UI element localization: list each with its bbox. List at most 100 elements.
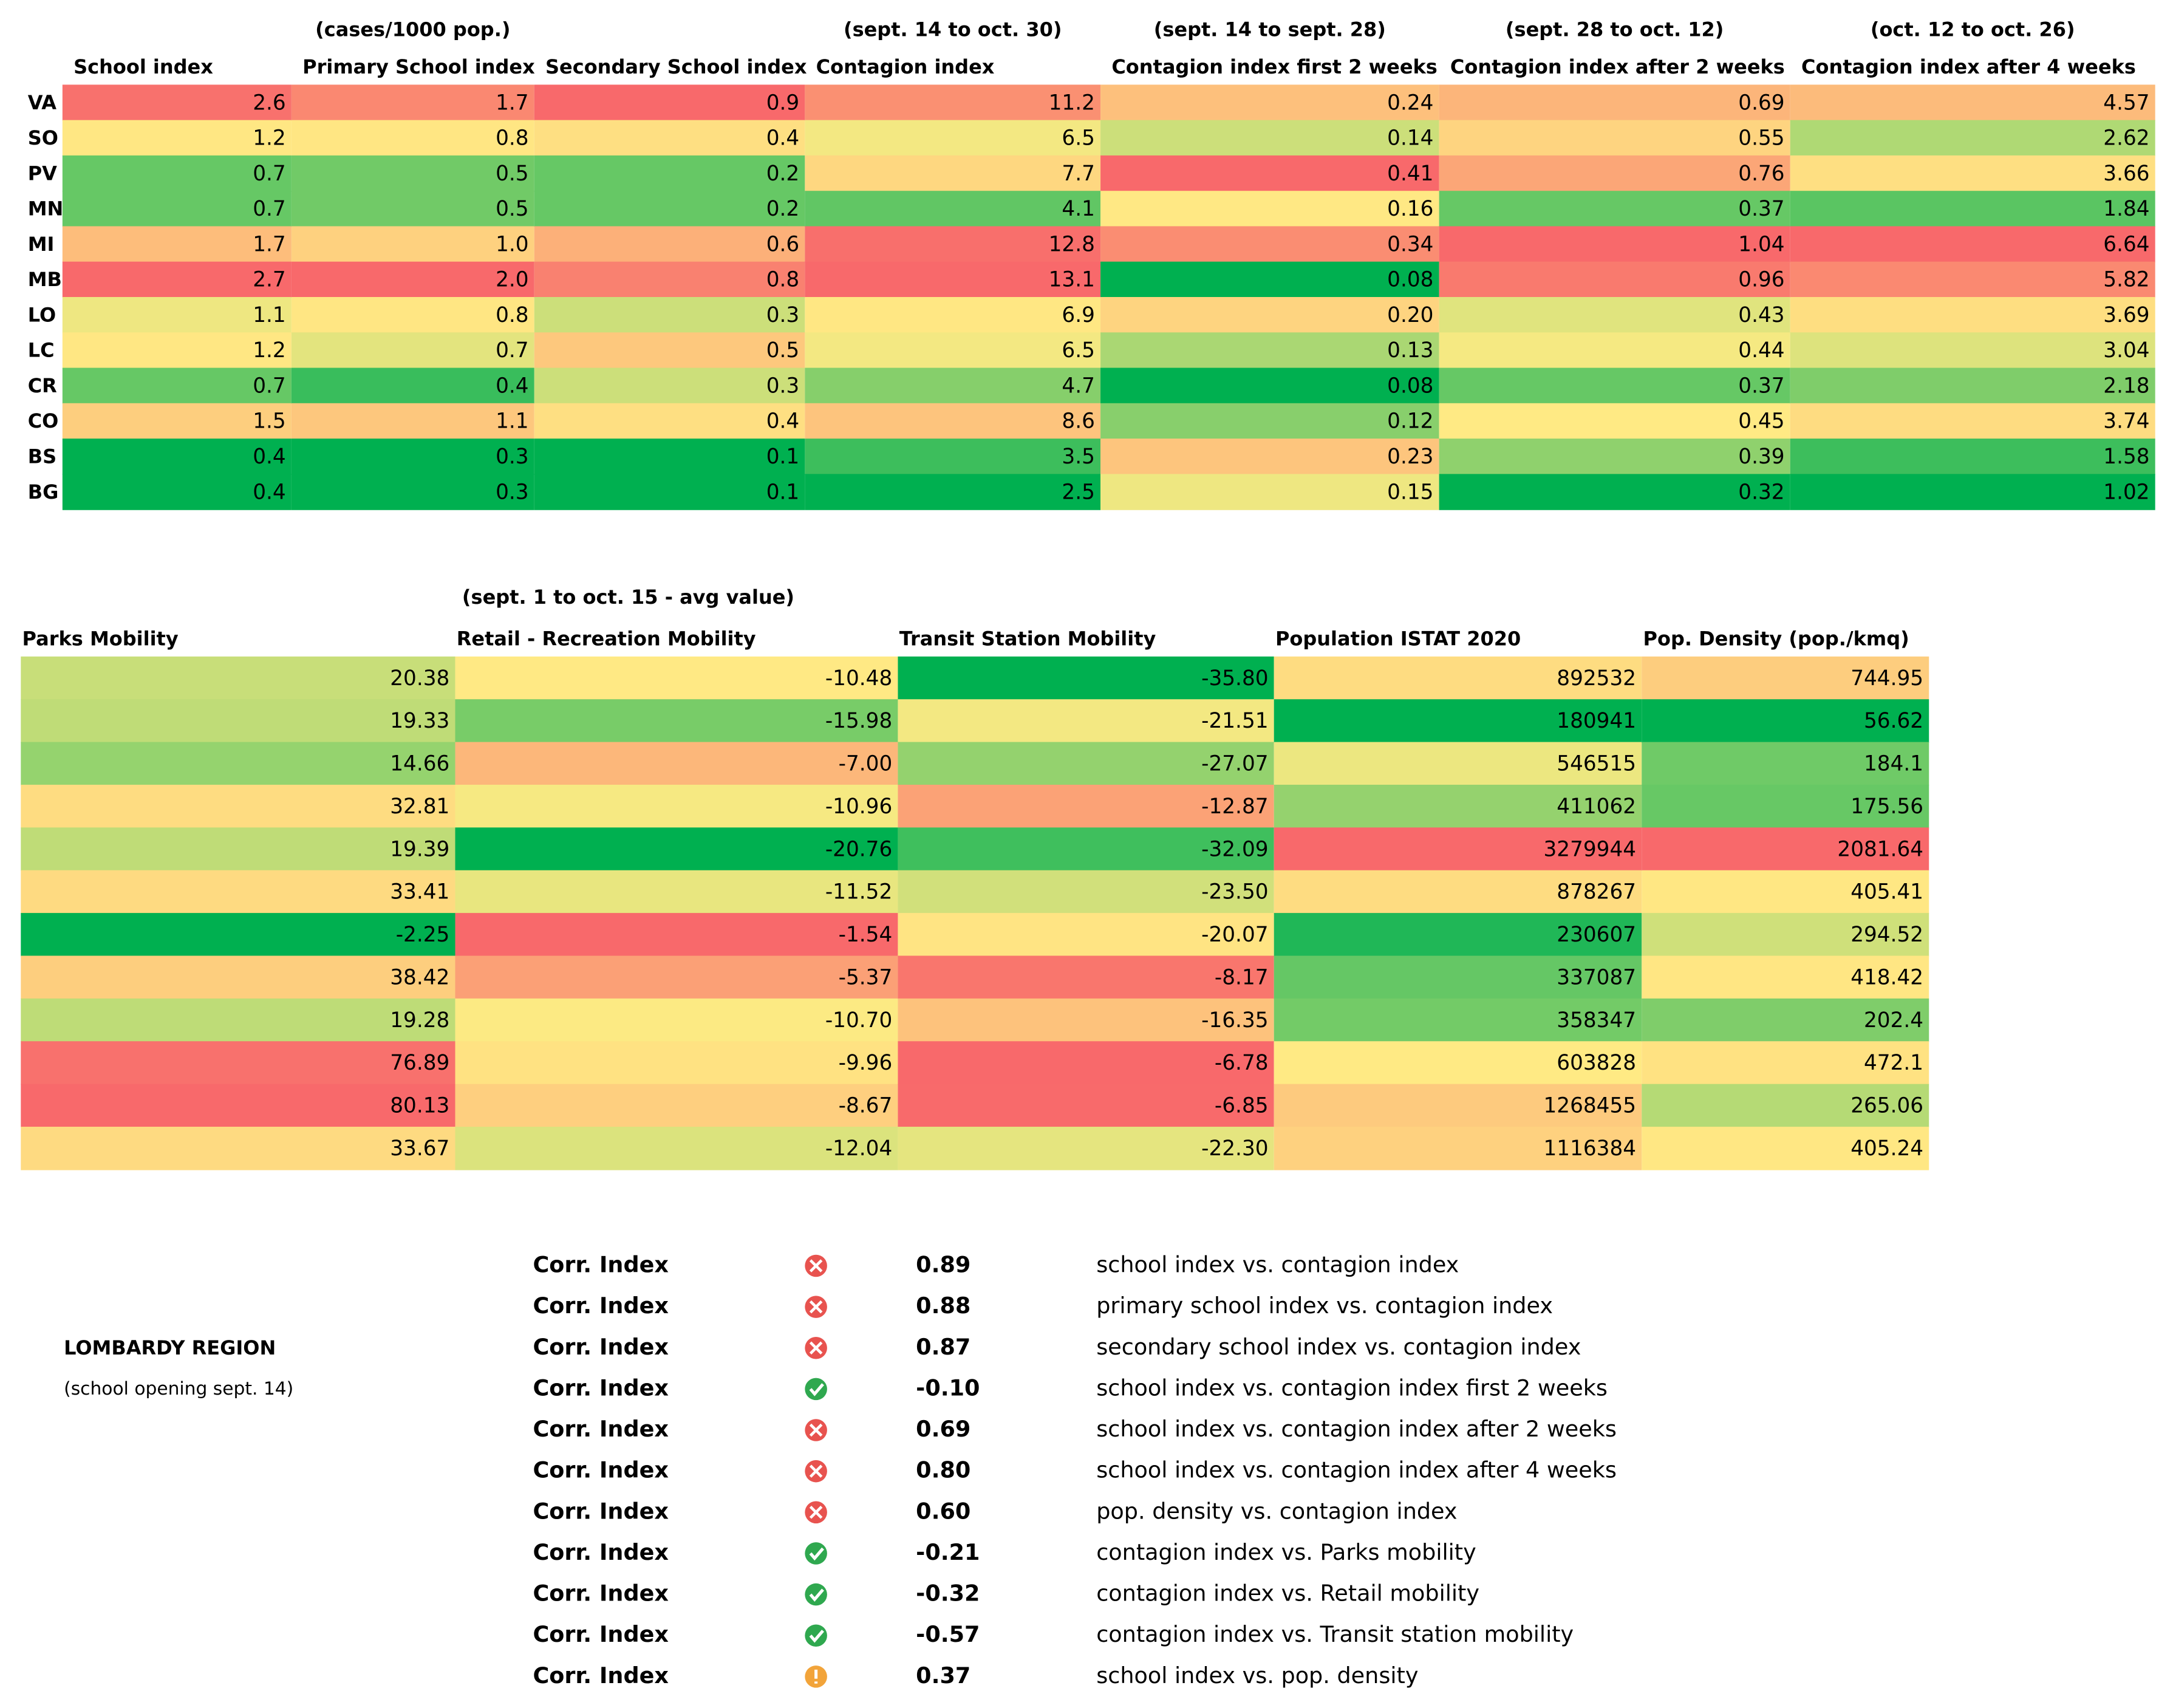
cell-value: 76.89: [390, 1051, 449, 1075]
heat-cell: [291, 297, 534, 333]
heat-cell: [534, 84, 805, 121]
cell-value: 12.8: [1049, 232, 1095, 256]
cell-value: 603828: [1557, 1051, 1636, 1075]
cell-value: 0.37: [1738, 197, 1784, 221]
status-icon: [805, 1378, 827, 1401]
cell-value: 0.4: [496, 374, 529, 398]
heat-cell: [291, 403, 534, 440]
row-label: BS: [28, 445, 56, 468]
heat-cell: [1439, 226, 1790, 262]
cell-value: 0.2: [766, 197, 800, 221]
status-icon-glyph: [809, 1341, 823, 1355]
heat-cell: [534, 439, 805, 475]
status-icon-glyph: [809, 1259, 823, 1272]
cell-value: 358347: [1557, 1008, 1636, 1033]
cell-value: -5.37: [839, 965, 893, 989]
corr-description: school index vs. contagion index: [1096, 1251, 1459, 1277]
cell-value: 546515: [1557, 752, 1636, 776]
cell-value: 2.62: [2103, 126, 2149, 151]
cell-value: 0.4: [766, 126, 800, 151]
cell-value: 11.2: [1049, 91, 1095, 115]
heat-cell: [291, 367, 534, 404]
cell-value: 1.1: [253, 303, 286, 327]
cell-value: -1.54: [839, 923, 893, 947]
row-label: BG: [28, 480, 59, 504]
heat-cell: [1790, 367, 2155, 404]
column-header: Contagion index after 2 weeks: [1450, 55, 1785, 78]
cell-value: 6.64: [2103, 232, 2149, 256]
column-subheader: (oct. 12 to oct. 26): [1871, 18, 2075, 41]
heat-cell: [1100, 226, 1439, 262]
column-header: Pop. Density (pop./kmq): [1643, 627, 1909, 650]
heat-cell: [1439, 439, 1790, 475]
heat-cell: [534, 332, 805, 369]
heat-cell: [1790, 297, 2155, 333]
heat-cell: [898, 870, 1274, 914]
cell-value: 6.5: [1062, 126, 1095, 151]
cell-value: -7.00: [839, 752, 893, 776]
corr-value: -0.21: [916, 1539, 980, 1565]
heat-cell: [1642, 656, 1929, 700]
corr-description: school index vs. contagion index first 2…: [1096, 1375, 1608, 1401]
heat-cell: [1642, 1041, 1929, 1085]
cell-value: 80.13: [390, 1094, 449, 1118]
cell-value: 0.4: [253, 480, 286, 504]
corr-description: primary school index vs. contagion index: [1096, 1293, 1553, 1319]
heat-cell: [805, 261, 1101, 298]
heat-cell: [62, 191, 292, 227]
heat-cell: [534, 474, 805, 510]
heat-cell: [1274, 742, 1642, 786]
corr-value: 0.87: [916, 1334, 970, 1360]
heat-cell: [1642, 1127, 1929, 1170]
cell-value: 202.4: [1864, 1008, 1923, 1033]
cell-value: 180941: [1557, 709, 1636, 733]
heat-cell: [291, 120, 534, 157]
status-icon-glyph: [809, 1300, 823, 1314]
cell-value: 0.37: [1738, 374, 1784, 398]
cell-value: 0.6: [766, 232, 800, 256]
heat-cell: [291, 261, 534, 298]
cell-value: 1.0: [496, 232, 529, 256]
cell-value: 13.1: [1049, 268, 1095, 292]
cell-value: 0.4: [253, 445, 286, 469]
corr-description: contagion index vs. Retail mobility: [1096, 1580, 1479, 1607]
corr-value: 0.89: [916, 1251, 970, 1277]
cell-value: 472.1: [1864, 1051, 1923, 1075]
column-header: Secondary School index: [545, 55, 807, 78]
heat-cell: [1642, 955, 1929, 1000]
cell-value: 4.1: [1062, 197, 1095, 221]
heat-cell: [534, 367, 805, 404]
cell-value: -16.35: [1201, 1008, 1268, 1033]
heat-cell: [1100, 297, 1439, 333]
column-subheader: (sept. 14 to sept. 28): [1154, 18, 1386, 41]
row-label: VA: [28, 91, 57, 114]
heat-cell: [805, 84, 1101, 121]
cell-value: 2.6: [253, 91, 286, 115]
cell-value: 20.38: [390, 666, 449, 691]
heat-cell: [805, 120, 1101, 157]
cell-value: 3.5: [1062, 445, 1095, 469]
cell-value: 0.24: [1387, 91, 1433, 115]
cell-value: 0.13: [1387, 338, 1433, 363]
heat-cell: [62, 403, 292, 440]
heat-cell: [455, 870, 898, 914]
cell-value: 175.56: [1850, 794, 1923, 819]
heat-cell: [534, 261, 805, 298]
cell-value: 0.15: [1387, 480, 1433, 504]
heat-cell: [21, 699, 455, 743]
column-header: Transit Station Mobility: [899, 627, 1156, 650]
heat-cell: [1642, 998, 1929, 1042]
heat-cell: [455, 955, 898, 1000]
heat-cell: [898, 742, 1274, 786]
heat-cell: [898, 913, 1274, 957]
cell-value: 0.4: [766, 409, 800, 434]
corr-label: Corr. Index: [533, 1621, 669, 1647]
heat-cell: [534, 403, 805, 440]
heat-cell: [1100, 367, 1439, 404]
heat-cell: [455, 1041, 898, 1085]
heat-cell: [1100, 474, 1439, 510]
heat-cell: [21, 1041, 455, 1085]
heat-cell: [1274, 699, 1642, 743]
